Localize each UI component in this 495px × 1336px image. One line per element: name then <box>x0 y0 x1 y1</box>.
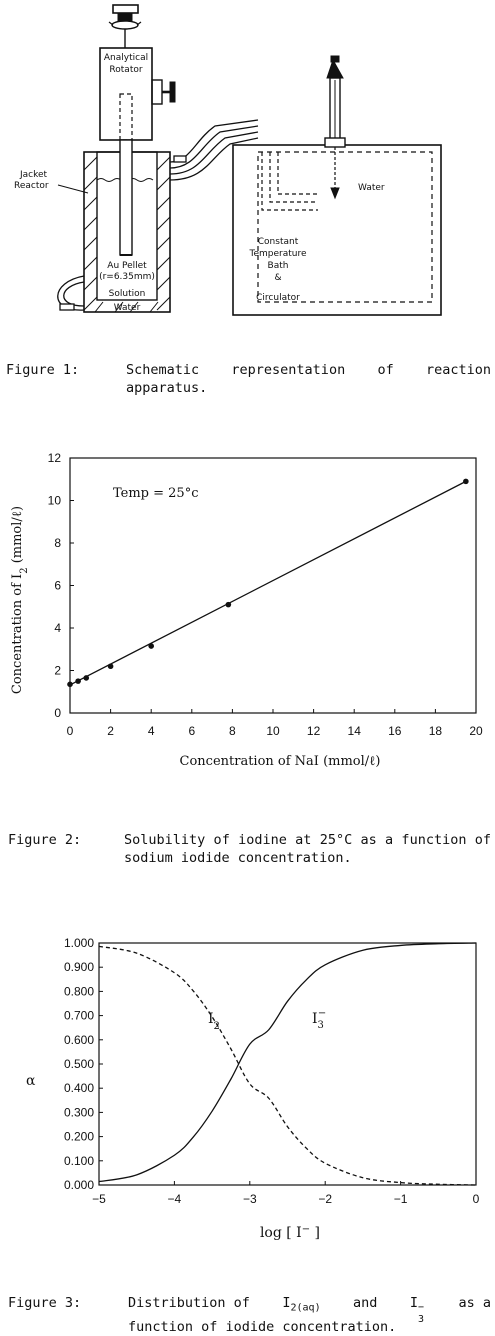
caption-species-1: I2(aq) <box>282 1295 321 1314</box>
series-line-i3 <box>98 942 477 1183</box>
data-point <box>107 663 114 670</box>
x-tick-label: −1 <box>394 1192 408 1206</box>
bath-label-5: Circulator <box>256 293 300 303</box>
rotator-label-2: Rotator <box>109 65 142 75</box>
data-point <box>463 478 469 485</box>
thermometer-icon <box>324 55 346 200</box>
water-bath-label: Water <box>358 183 385 193</box>
bath-label-2: Temperature <box>248 249 306 259</box>
data-point <box>225 601 232 608</box>
x-tick-label: −2 <box>318 1192 332 1206</box>
pellet-label-2: (r=6.35mm) <box>99 272 155 282</box>
y-tick-label: 8 <box>54 536 61 550</box>
distribution-chart: −5 −4 −3 −2 −1 0 0.000 0.100 0.200 0.300 0.400 0.50… <box>26 936 480 1242</box>
x-tick-label: 16 <box>388 724 402 738</box>
figure-2: 0 2 4 6 8 10 12 14 16 18 20 0 2 4 6 8 10 12 Temp = 25°c C… <box>0 440 495 885</box>
series-line-i2 <box>98 945 477 1186</box>
figure-1: Analytical Rotator Jacket Reactor Au Pel… <box>0 0 495 410</box>
caption-text: Schematic representation of reaction app… <box>126 362 491 396</box>
chart-marks <box>67 478 469 688</box>
rotator-label-1: Analytical <box>104 53 148 63</box>
figure-3-caption: Figure 3: Distribution of I2(aq) and I −3… <box>8 1294 491 1335</box>
x-tick-label: 2 <box>107 724 114 738</box>
x-tick-label: 14 <box>348 724 362 738</box>
y-tick-label: 0 <box>54 706 61 720</box>
y-axis-label: α <box>26 1073 36 1089</box>
caption-species-2: I −3 <box>409 1295 425 1325</box>
apparatus-schematic: Analytical Rotator Jacket Reactor Au Pel… <box>14 4 442 316</box>
chart-ticks: 0 2 4 6 8 10 12 14 16 18 20 0 2 4 6 8 10 12 <box>48 451 483 738</box>
y-tick-label: 0.400 <box>64 1081 94 1095</box>
circulation-tubing <box>57 119 259 311</box>
data-point <box>75 678 81 684</box>
caption-text-2: and <box>353 1295 378 1311</box>
jacket-label-2: Reactor <box>14 181 49 191</box>
chart-ticks: −5 −4 −3 −2 −1 0 0.000 0.100 0.200 0.300 0.400 0.50… <box>64 936 480 1206</box>
caption-label: Figure 2: <box>8 832 82 848</box>
x-tick-label: −5 <box>92 1192 106 1206</box>
x-tick-label: 0 <box>67 724 74 738</box>
y-tick-label: 0.900 <box>64 960 94 974</box>
x-axis-label: log [ I− ] <box>260 1224 320 1242</box>
y-tick-label: 0.200 <box>64 1130 94 1144</box>
x-axis-label: Concentration of NaI (mmol/ℓ) <box>180 754 381 769</box>
y-tick-label: 1.000 <box>64 936 94 950</box>
x-tick-label: 8 <box>229 724 236 738</box>
fit-line <box>69 480 467 686</box>
x-tick-label: 4 <box>148 724 155 738</box>
y-tick-label: 0.300 <box>64 1105 94 1119</box>
y-tick-label: 0.000 <box>64 1178 94 1192</box>
y-tick-label: 4 <box>54 621 61 635</box>
data-point <box>148 643 154 649</box>
x-tick-label: −3 <box>243 1192 257 1206</box>
caption-label: Figure 1: <box>6 362 80 378</box>
x-tick-label: 20 <box>469 724 483 738</box>
pellet-label-1: Au Pellet <box>107 261 147 271</box>
y-tick-label: 6 <box>54 579 61 593</box>
caption-text: Solubility of iodine at 25°C as a functi… <box>124 832 491 866</box>
jacket-reactor <box>83 139 171 313</box>
data-point <box>67 681 73 688</box>
jacket-label-1: Jacket <box>19 170 48 180</box>
caption-text-4: function of iodide concentration. <box>128 1318 397 1335</box>
x-tick-label: 12 <box>307 724 321 738</box>
data-point <box>83 675 90 681</box>
y-axis-label: Concentration of I2 (mmol/ℓ) <box>10 506 30 694</box>
caption-label: Figure 3: <box>8 1295 82 1311</box>
bath-label-4: & <box>274 273 281 283</box>
figure-2-caption: Figure 2: Solubility of iodine at 25°C a… <box>8 831 491 885</box>
y-tick-label: 0.600 <box>64 1033 94 1047</box>
chart-axes <box>98 942 477 1186</box>
caption-text-3: as a <box>458 1295 491 1311</box>
bath-label-3: Bath <box>268 261 289 271</box>
figure-1-caption: Figure 1: Schematic representation of re… <box>6 361 491 401</box>
x-tick-label: 0 <box>473 1192 480 1206</box>
x-tick-label: −4 <box>168 1192 182 1206</box>
constant-temperature-bath <box>232 144 442 316</box>
rotator-knob <box>108 4 142 48</box>
caption-text-1: Distribution of <box>128 1295 250 1311</box>
y-tick-label: 10 <box>48 494 62 508</box>
solubility-chart: 0 2 4 6 8 10 12 14 16 18 20 0 2 4 6 8 10 12 Temp = 25°c C… <box>10 451 483 769</box>
curve-label-i2: I2 <box>208 1011 220 1032</box>
solution-label: Solution <box>109 289 146 299</box>
y-tick-label: 0.100 <box>64 1154 94 1168</box>
x-tick-label: 10 <box>266 724 280 738</box>
water-bottom-label: Water <box>114 303 141 313</box>
y-tick-label: 0.700 <box>64 1009 94 1023</box>
x-tick-label: 6 <box>188 724 195 738</box>
y-tick-label: 0.800 <box>64 984 94 998</box>
plot-frame <box>98 942 477 1186</box>
chart-marks <box>98 942 477 1186</box>
y-tick-label: 0.500 <box>64 1057 94 1071</box>
y-tick-label: 2 <box>54 664 61 678</box>
y-tick-label: 12 <box>48 451 62 465</box>
figure-3: −5 −4 −3 −2 −1 0 0.000 0.100 0.200 0.300 0.400 0.50… <box>0 925 495 1335</box>
bath-label-1: Constant <box>258 237 299 247</box>
chart-annotation: Temp = 25°c <box>113 486 198 501</box>
curve-label-i3: I3− <box>312 1008 326 1031</box>
x-tick-label: 18 <box>429 724 443 738</box>
